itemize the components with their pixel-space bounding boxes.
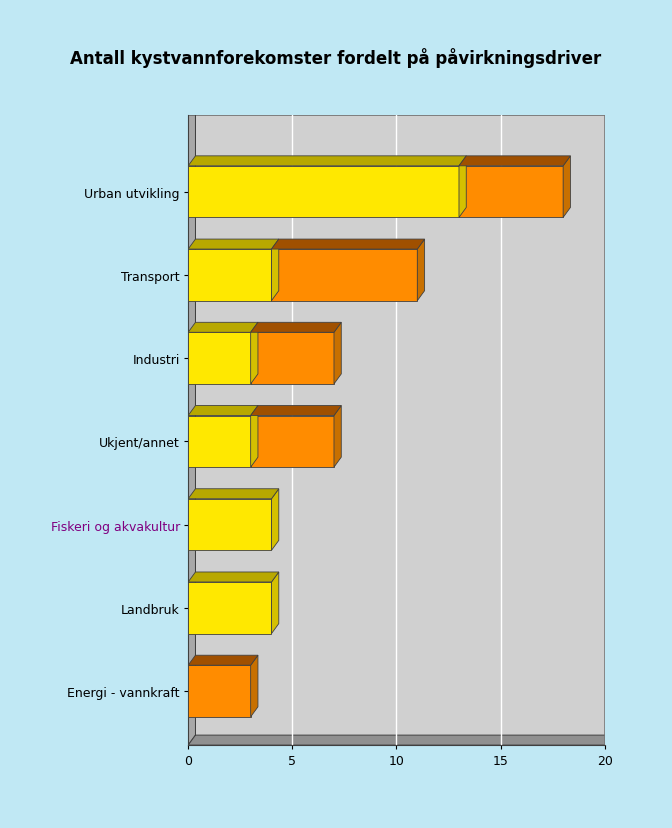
Polygon shape [188, 489, 279, 499]
Polygon shape [188, 735, 612, 745]
Polygon shape [605, 106, 612, 745]
Polygon shape [334, 323, 341, 384]
Polygon shape [188, 106, 612, 116]
Polygon shape [334, 406, 341, 468]
Polygon shape [188, 406, 258, 416]
Polygon shape [271, 240, 425, 250]
Polygon shape [188, 240, 279, 250]
Bar [251, 416, 334, 468]
Polygon shape [417, 240, 425, 301]
Polygon shape [251, 323, 341, 333]
Bar [188, 499, 271, 551]
Bar [188, 582, 271, 633]
Polygon shape [251, 406, 341, 416]
Polygon shape [563, 156, 571, 218]
Bar [188, 250, 271, 301]
Polygon shape [459, 156, 466, 218]
Text: Antall kystvannforekomster fordelt på påvirkningsdriver: Antall kystvannforekomster fordelt på på… [71, 48, 601, 68]
Bar [271, 250, 417, 301]
Polygon shape [251, 656, 258, 717]
Bar [188, 416, 251, 468]
Polygon shape [251, 406, 258, 468]
Polygon shape [271, 240, 279, 301]
Polygon shape [251, 323, 258, 384]
Polygon shape [188, 106, 196, 745]
Bar [188, 666, 251, 717]
Bar [188, 333, 251, 384]
Polygon shape [188, 656, 258, 666]
Polygon shape [271, 489, 279, 551]
Polygon shape [188, 323, 258, 333]
Bar [188, 166, 459, 218]
Bar [251, 333, 334, 384]
Polygon shape [188, 156, 466, 166]
Polygon shape [459, 156, 571, 166]
Polygon shape [271, 572, 279, 633]
Polygon shape [188, 572, 279, 582]
Bar [459, 166, 563, 218]
